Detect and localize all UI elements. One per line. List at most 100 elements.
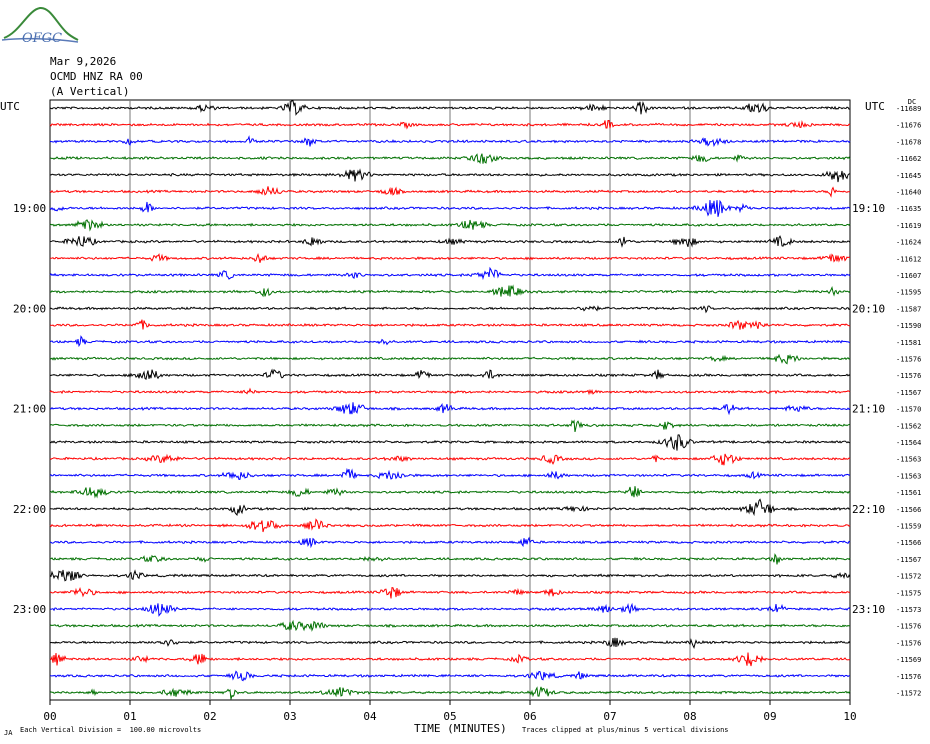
trace-line — [49, 387, 851, 396]
dc-offset-label: -11595 — [896, 289, 921, 297]
trace-line — [49, 434, 850, 451]
trace-line — [49, 553, 851, 565]
corner-mark: JA — [4, 729, 13, 737]
trace-line — [49, 100, 851, 116]
plot-grid — [49, 99, 851, 705]
x-tick-label: 03 — [283, 710, 296, 723]
trace-line — [49, 219, 851, 232]
dc-offset-label: -11570 — [896, 406, 921, 414]
trace-line — [49, 186, 850, 198]
dc-offset-label: -11576 — [896, 639, 921, 647]
x-tick-label: 00 — [43, 710, 56, 723]
trace-line — [49, 569, 851, 582]
x-tick-label: 01 — [123, 710, 136, 723]
trace-line — [49, 199, 851, 217]
dc-offset-label: -11575 — [896, 589, 921, 597]
trace-line — [49, 368, 851, 381]
trace-line — [49, 353, 851, 365]
trace-line — [49, 670, 850, 682]
trace-line — [49, 402, 851, 416]
dc-offset-label: -11576 — [896, 673, 921, 681]
right-hour-label: 20:10 — [852, 302, 885, 315]
right-hour-label: 21:10 — [852, 403, 885, 416]
x-tick-label: 02 — [203, 710, 216, 723]
dc-offset-label: -11590 — [896, 322, 921, 330]
dc-offset-label: -11576 — [896, 356, 921, 364]
dc-offset-label: -11567 — [896, 389, 921, 397]
x-tick-label: 05 — [443, 710, 456, 723]
dc-offset-label: -11645 — [896, 172, 921, 180]
left-utc-label: UTC — [0, 100, 20, 113]
right-utc-label: UTC — [865, 100, 885, 113]
dc-offset-label: -11559 — [896, 523, 921, 531]
scale-note: Each Vertical Division = 100.00 microvol… — [20, 726, 202, 734]
x-tick-label: 10 — [843, 710, 856, 723]
x-tick-label: 09 — [763, 710, 776, 723]
dc-offset-label: -11561 — [896, 489, 921, 497]
dc-offset-label: -11564 — [896, 439, 921, 447]
clip-note: Traces clipped at plus/minus 5 vertical … — [522, 726, 729, 734]
right-hour-label: 22:10 — [852, 503, 885, 516]
dc-offset-label: -11624 — [896, 239, 921, 247]
dc-offset-label: -11563 — [896, 456, 921, 464]
label-layer: 00 01 02 03 04 05 06 07 08 09 10 UTC UTC DC 19:00 20:00… — [0, 98, 921, 723]
dc-offset-label: -11567 — [896, 556, 921, 564]
trace-line — [49, 335, 851, 348]
trace-line — [50, 153, 851, 165]
dc-offset-label: -11576 — [896, 372, 921, 380]
dc-offset-label: -11572 — [896, 573, 921, 581]
x-tick-label: 08 — [683, 710, 696, 723]
chart-date: Mar 9,2026 — [50, 55, 117, 68]
dc-offset-label: -11689 — [896, 105, 921, 113]
trace-line — [49, 120, 851, 130]
trace-line — [49, 266, 851, 281]
dc-offset-label: -11563 — [896, 472, 921, 480]
dc-label: DC — [908, 98, 916, 106]
trace-line — [49, 252, 851, 263]
trace-line — [49, 518, 851, 533]
dc-offset-label: -11607 — [896, 272, 921, 280]
trace-line — [49, 467, 851, 480]
dc-offset-label: -11576 — [896, 623, 921, 631]
trace-line — [49, 135, 851, 148]
dc-offset-label: -11662 — [896, 155, 921, 163]
dc-offset-label: -11569 — [896, 656, 921, 664]
dc-offset-label: -11581 — [896, 339, 921, 347]
x-tick-label: 07 — [603, 710, 616, 723]
dc-offset-label: -11566 — [896, 506, 921, 514]
trace-layer — [49, 100, 851, 700]
chart-station: OCMD HNZ RA 00 — [50, 70, 143, 83]
ofgc-logo: OFGC — [1, 7, 79, 46]
trace-line — [49, 486, 851, 499]
trace-line — [49, 586, 851, 599]
chart-component: (A Vertical) — [50, 85, 130, 98]
dc-offset-label: -11572 — [896, 690, 921, 698]
dc-offset-label: -11676 — [896, 122, 921, 130]
trace-line — [49, 419, 851, 433]
x-tick-label: 04 — [363, 710, 377, 723]
dc-offset-label: -11678 — [896, 138, 921, 146]
dc-offset-label: -11635 — [896, 205, 921, 213]
dc-offset-label: -11612 — [896, 255, 921, 263]
right-hour-label: 23:10 — [852, 603, 885, 616]
trace-line — [50, 536, 851, 549]
dc-offset-label: -11640 — [896, 189, 921, 197]
trace-line — [49, 453, 851, 466]
trace-line — [49, 602, 851, 617]
trace-line — [49, 284, 851, 298]
left-hour-label: 20:00 — [13, 302, 46, 315]
x-axis-label: TIME (MINUTES) — [414, 722, 507, 735]
dc-offset-label: -11587 — [896, 305, 921, 313]
left-hour-label: 21:00 — [13, 403, 46, 416]
x-tick-label: 06 — [523, 710, 536, 723]
logo-text: OFGC — [22, 31, 62, 46]
right-hour-label: 19:10 — [852, 202, 885, 215]
left-hour-label: 22:00 — [13, 503, 46, 516]
dc-offset-label: -11619 — [896, 222, 921, 230]
trace-line — [49, 637, 851, 650]
trace-line — [49, 498, 851, 517]
dc-offset-label: -11566 — [896, 539, 921, 547]
trace-line — [49, 686, 851, 700]
trace-line — [49, 168, 851, 183]
